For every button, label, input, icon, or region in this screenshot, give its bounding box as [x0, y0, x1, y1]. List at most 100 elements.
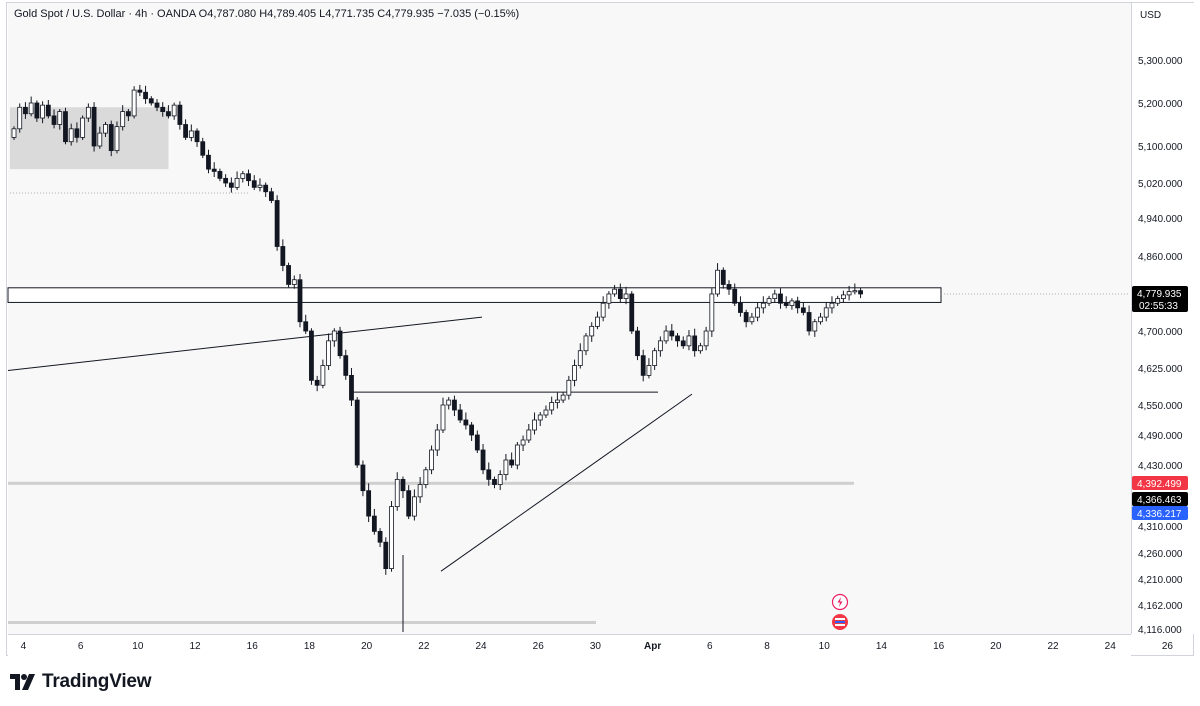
time-tick-label: 26: [533, 641, 545, 652]
candle-body: [314, 379, 320, 386]
candle-body: [486, 469, 492, 480]
candle-body: [480, 449, 486, 471]
candle-body: [600, 302, 606, 318]
time-tick-label: 12: [189, 641, 201, 652]
price-tick-label: 4,310.000: [1138, 522, 1183, 533]
candle-body: [68, 128, 74, 143]
candle-body: [406, 490, 412, 517]
candle-body: [795, 300, 801, 309]
candle-body: [583, 335, 589, 352]
candle-body: [532, 419, 537, 431]
candle-body: [320, 365, 326, 386]
candle-body: [17, 106, 23, 130]
candle-body: [835, 298, 841, 304]
price-label-box: [1132, 492, 1188, 506]
low-level-band: [8, 621, 596, 624]
candle-body: [760, 302, 766, 309]
candle-body: [560, 394, 566, 401]
price-tick-label: 4,430.000: [1138, 461, 1183, 472]
candle-body: [852, 290, 858, 293]
price-tick-label: 5,300.000: [1138, 56, 1183, 67]
candle-body: [45, 104, 51, 117]
legend-change: −7.035 (−0.15%): [437, 8, 520, 20]
time-tick-label: 10: [819, 641, 831, 652]
candle-body: [514, 444, 520, 466]
price-tick-label: 4,550.000: [1138, 401, 1183, 412]
candle-body: [652, 350, 658, 366]
candle-body: [646, 365, 652, 376]
time-tick-label: 10: [132, 641, 144, 652]
candle-body: [228, 182, 234, 188]
candle-body: [800, 307, 806, 313]
candle-body: [389, 506, 394, 569]
footer-brand[interactable]: TradingView: [10, 670, 152, 694]
candle-body: [171, 104, 177, 117]
candle-body: [183, 124, 189, 138]
time-tick-label: 22: [418, 641, 430, 652]
candle-body: [366, 490, 372, 517]
candle-body: [411, 496, 417, 517]
candle-body: [297, 279, 303, 323]
candle-body: [566, 379, 572, 396]
candle-body: [423, 469, 429, 485]
candle-body: [635, 330, 640, 357]
candle-body: [309, 330, 314, 381]
flag-indicator-icon[interactable]: [831, 613, 849, 631]
candle-body: [234, 177, 240, 188]
candle-body: [640, 355, 646, 376]
candle-body: [738, 302, 743, 313]
candle-body: [354, 399, 360, 466]
price-label-buy: 4,336.217: [1137, 509, 1182, 520]
candle-body: [698, 345, 703, 352]
price-axis[interactable]: [1131, 3, 1194, 634]
candle-body: [303, 321, 309, 332]
time-tick-label: 22: [1047, 641, 1059, 652]
countdown-label: 02:55:33: [1139, 301, 1178, 312]
candle-body: [371, 515, 377, 532]
candle-body: [188, 130, 194, 138]
candle-body: [452, 399, 457, 411]
candle-body: [446, 399, 452, 406]
candle-body: [74, 128, 80, 138]
candle-body: [80, 117, 86, 138]
candle-body: [429, 449, 434, 471]
legend-high: H4,789.405: [259, 8, 317, 20]
time-tick-label: 30: [590, 641, 602, 652]
candle-body: [806, 312, 812, 332]
price-tick-label: 4,625.000: [1138, 364, 1183, 375]
legend-open: O4,787.080: [198, 8, 257, 20]
candle-body: [360, 464, 366, 492]
candle-body: [766, 298, 772, 304]
candle-body: [818, 316, 823, 323]
candle-body: [217, 171, 223, 179]
legend-low: L4,771.735: [319, 8, 375, 20]
price-tick-label: 4,940.000: [1138, 214, 1183, 225]
candle-body: [137, 89, 143, 93]
flash-indicator-icon[interactable]: [831, 593, 849, 611]
candle-body: [841, 294, 846, 299]
candle-body: [686, 335, 692, 347]
trendline: [440, 393, 693, 572]
price-tick-label: 4,162.000: [1138, 601, 1183, 612]
candle-body: [291, 279, 297, 285]
candle-body: [846, 291, 852, 296]
candle-body: [497, 474, 503, 485]
candle-body: [772, 293, 778, 299]
candle-body: [720, 269, 726, 285]
candle-body: [34, 102, 40, 119]
candle-body: [778, 293, 783, 304]
candle-body: [211, 168, 217, 172]
candle-body: [377, 531, 383, 543]
candle-body: [223, 177, 229, 184]
time-axis[interactable]: [8, 634, 1131, 657]
candle-body: [749, 316, 755, 323]
time-tick-label: 18: [304, 641, 316, 652]
candle-body: [246, 173, 251, 182]
currency-label[interactable]: USD: [1140, 10, 1162, 21]
candle-body: [612, 288, 617, 295]
candle-body: [617, 288, 623, 299]
candle-body: [829, 302, 835, 309]
plot-area[interactable]: [8, 3, 1131, 634]
candle-body: [732, 288, 738, 304]
